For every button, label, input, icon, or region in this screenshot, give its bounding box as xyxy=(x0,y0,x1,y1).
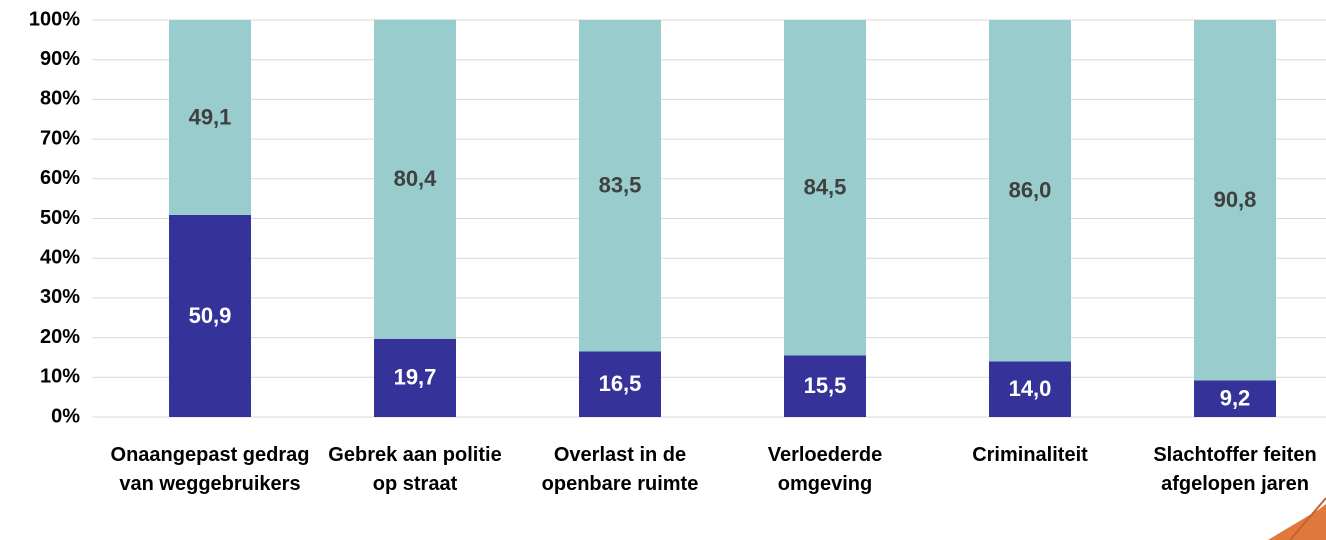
x-tick-label: Criminaliteit xyxy=(972,444,1088,466)
y-tick-label: 90% xyxy=(40,48,80,70)
data-label: 84,5 xyxy=(804,175,847,200)
bar-segment xyxy=(169,214,251,417)
x-tick-label: Onaangepast gedrag van weggebruikers xyxy=(110,444,310,495)
x-tick-label: Slachtoffer feiten afgelopen jaren xyxy=(1153,444,1317,495)
y-tick-label: 30% xyxy=(40,286,80,308)
bar-segment xyxy=(989,20,1071,362)
bar-segment xyxy=(579,351,661,417)
bar-segment xyxy=(374,19,456,339)
decoration xyxy=(1268,504,1326,540)
bar-segment xyxy=(579,20,661,352)
x-tick-label: Verloederde omgeving xyxy=(767,444,883,495)
y-tick-label: 50% xyxy=(40,207,80,229)
decoration-line xyxy=(1289,497,1326,540)
bar-segment xyxy=(784,20,866,356)
bar-segment xyxy=(374,338,456,417)
data-label: 9,2 xyxy=(1220,386,1251,411)
bar-segment xyxy=(1194,380,1276,417)
data-label: 19,7 xyxy=(394,365,437,390)
y-tick-label: 70% xyxy=(40,127,80,149)
data-label: 90,8 xyxy=(1214,187,1257,212)
data-label: 86,0 xyxy=(1009,178,1052,203)
y-tick-label: 60% xyxy=(40,167,80,189)
bar-segment xyxy=(989,361,1071,417)
data-label: 49,1 xyxy=(189,104,232,129)
x-tick-label: Overlast in de openbare ruimte xyxy=(541,444,699,495)
data-label: 14,0 xyxy=(1009,376,1052,401)
bar-segment xyxy=(169,20,251,215)
data-label: 83,5 xyxy=(599,173,642,198)
data-label: 16,5 xyxy=(599,371,642,396)
y-tick-label: 80% xyxy=(40,88,80,110)
bar-segment xyxy=(1194,20,1276,381)
y-tick-label: 20% xyxy=(40,326,80,348)
data-label: 15,5 xyxy=(804,373,847,398)
x-tick-label: Gebrek aan politie op straat xyxy=(328,444,502,495)
y-tick-label: 40% xyxy=(40,246,80,268)
data-label: 80,4 xyxy=(394,166,438,191)
y-tick-label: 100% xyxy=(29,8,80,30)
y-tick-label: 0% xyxy=(51,405,80,427)
data-label: 50,9 xyxy=(189,303,232,328)
bar-segment xyxy=(784,355,866,417)
y-tick-label: 10% xyxy=(40,366,80,388)
